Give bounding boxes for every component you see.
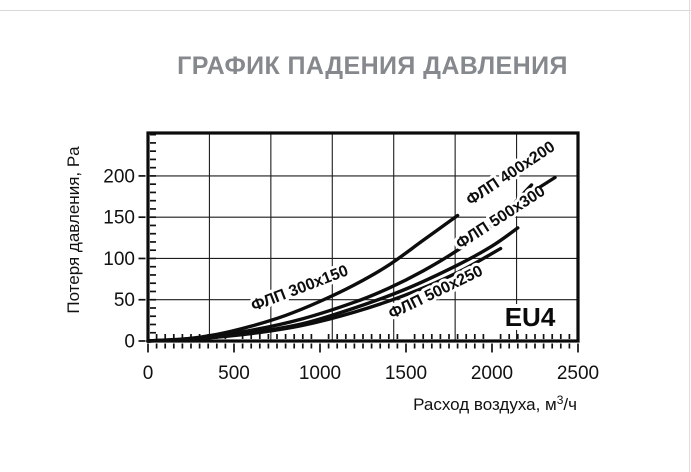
- curve-flp-500x250: [146, 246, 503, 343]
- x-tick-label: 2500: [557, 363, 599, 384]
- x-tick-label: 2000: [471, 363, 513, 384]
- x-tick-label: 500: [218, 363, 250, 384]
- x-tick-label: 1000: [299, 363, 341, 384]
- x-axis-title: Расход воздуха, м3/ч: [413, 393, 577, 414]
- filter-class-label: EU4: [505, 302, 556, 332]
- y-axis-title: Потеря давления, Pa: [64, 146, 83, 314]
- y-tick-label: 50: [114, 290, 135, 311]
- plot-border: [146, 131, 580, 343]
- curve-label-dash-flp-500x300: [538, 175, 557, 189]
- y-tick-label: 100: [103, 249, 135, 270]
- y-tick-label: 200: [103, 166, 135, 187]
- y-tick-label: 150: [103, 208, 135, 229]
- x-tick-label: 1500: [385, 363, 427, 384]
- page-frame-top-line: [0, 10, 691, 11]
- page-frame-right-line: [689, 0, 690, 472]
- x-tick-label: 0: [143, 363, 154, 384]
- y-tick-label: 0: [124, 332, 135, 353]
- chart-title: ГРАФИК ПАДЕНИЯ ДАВЛЕНИЯ: [177, 52, 568, 80]
